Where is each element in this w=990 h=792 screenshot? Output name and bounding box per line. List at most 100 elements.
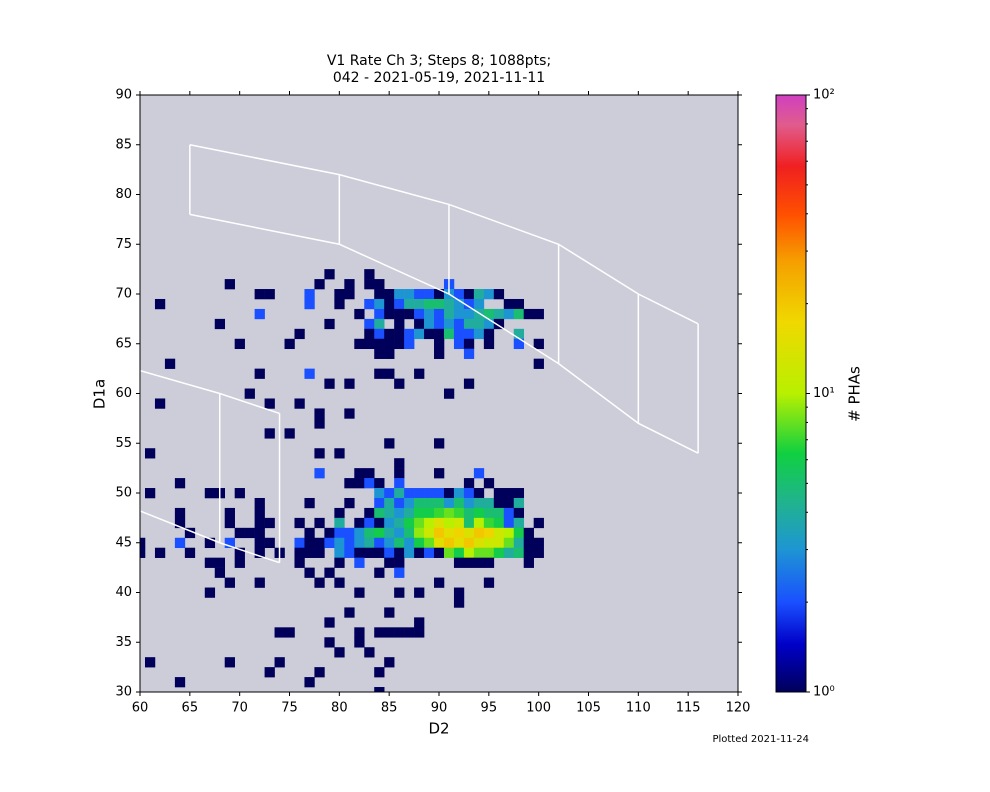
cell — [523, 537, 534, 549]
cell — [384, 368, 395, 379]
cell — [354, 338, 365, 350]
x-tick-label: 105 — [576, 701, 601, 716]
cell — [264, 667, 275, 678]
cell — [434, 338, 445, 350]
cell — [414, 627, 425, 638]
cell — [414, 308, 425, 320]
cell — [443, 517, 455, 529]
cell — [304, 537, 315, 549]
cell — [324, 527, 335, 539]
cell — [224, 279, 235, 290]
cell — [354, 537, 365, 549]
cell — [463, 488, 475, 499]
cell — [384, 289, 395, 300]
cell — [384, 298, 395, 310]
cell — [374, 687, 385, 692]
cell — [254, 547, 265, 558]
cell — [453, 547, 465, 558]
cell — [224, 577, 235, 588]
cell — [304, 298, 315, 310]
cell — [434, 348, 445, 359]
cell — [204, 557, 216, 568]
cell — [473, 328, 485, 340]
cell — [404, 547, 415, 558]
cell — [374, 667, 385, 678]
cell — [503, 497, 515, 509]
cell — [414, 547, 425, 558]
x-tick-label: 70 — [231, 701, 248, 716]
cell — [344, 607, 355, 618]
cell — [434, 468, 445, 479]
cell — [224, 507, 235, 519]
cell — [304, 497, 315, 509]
cell — [334, 289, 345, 300]
cell — [483, 308, 495, 320]
cell — [513, 488, 525, 499]
cell — [374, 517, 385, 529]
cell — [493, 537, 505, 549]
cell — [354, 308, 365, 320]
cell — [473, 298, 485, 310]
cell — [434, 537, 445, 549]
cell — [274, 627, 285, 638]
cell — [503, 308, 515, 320]
cell — [424, 497, 435, 509]
cell — [414, 298, 425, 310]
cell — [344, 527, 355, 539]
cell — [344, 279, 355, 290]
cell — [394, 458, 405, 469]
cell — [533, 338, 544, 350]
cell — [324, 567, 335, 578]
cell — [384, 557, 395, 568]
cell — [254, 527, 265, 539]
cell — [374, 497, 385, 509]
cell — [394, 547, 405, 558]
cell — [244, 388, 255, 399]
cell — [533, 358, 544, 369]
cell — [424, 507, 435, 519]
cell — [324, 318, 335, 330]
cell — [453, 587, 465, 598]
cell — [483, 478, 495, 489]
cell — [384, 348, 395, 359]
cell — [384, 547, 395, 558]
cell — [443, 298, 455, 310]
cell — [364, 517, 375, 529]
cell — [184, 547, 196, 558]
cell — [493, 497, 505, 509]
cell — [463, 497, 475, 509]
cell — [473, 318, 485, 330]
cell — [453, 308, 465, 320]
cell — [374, 308, 385, 320]
cell — [304, 368, 315, 379]
cell — [424, 318, 435, 330]
cell — [424, 527, 435, 539]
cell — [503, 527, 515, 539]
cell — [174, 478, 186, 489]
cell — [384, 488, 395, 499]
cell — [463, 547, 475, 558]
cell — [344, 478, 355, 489]
cell — [284, 338, 295, 350]
cell — [144, 488, 156, 499]
cell — [463, 338, 475, 350]
cell — [434, 507, 445, 519]
cell — [493, 318, 505, 330]
cell — [364, 338, 375, 350]
cell — [453, 328, 465, 340]
cell — [364, 468, 375, 479]
cell — [234, 557, 245, 568]
cell — [384, 517, 395, 529]
cell — [513, 497, 525, 509]
cell — [394, 308, 405, 320]
cell — [394, 497, 405, 509]
cell — [424, 488, 435, 499]
region-boundary — [189, 213, 699, 454]
cell — [394, 517, 405, 529]
cell — [364, 298, 375, 310]
cell — [394, 289, 405, 300]
cell — [434, 308, 445, 320]
cell — [414, 517, 425, 529]
cell — [374, 488, 385, 499]
cell — [533, 308, 544, 320]
